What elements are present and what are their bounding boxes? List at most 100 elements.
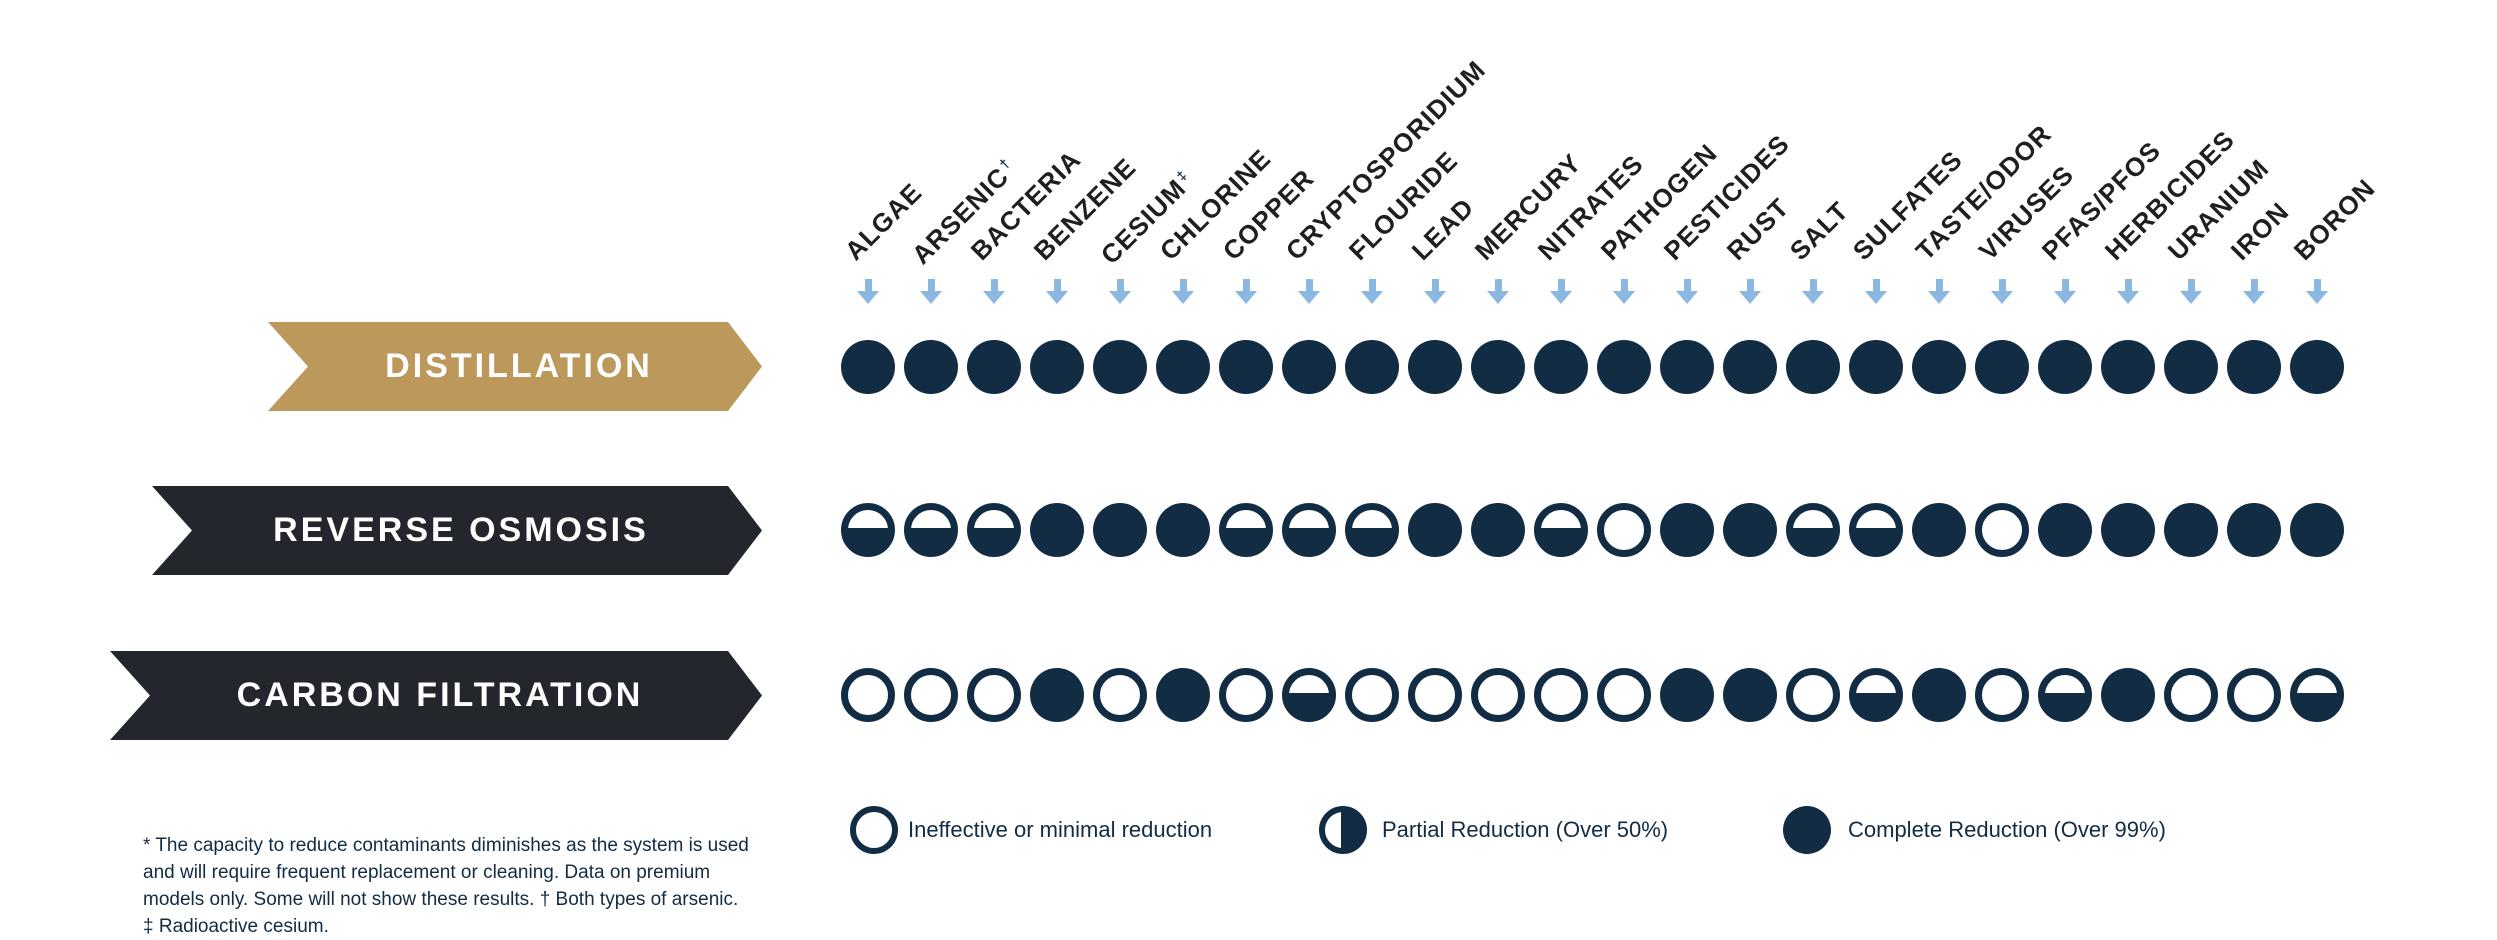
status-circle-full (1030, 340, 1084, 394)
status-circle-half (1282, 668, 1336, 722)
status-circle-full (1912, 503, 1966, 557)
status-circle-full (841, 340, 895, 394)
arrow-head (1739, 291, 1761, 304)
arrow-stem (1620, 279, 1628, 291)
arrow-stem (1494, 279, 1502, 291)
arrow-stem (927, 279, 935, 291)
status-circle-half (967, 503, 1021, 557)
arrow-stem (1368, 279, 1376, 291)
status-circle-full (1723, 340, 1777, 394)
down-arrow-icon (1045, 279, 1069, 304)
status-circle-full (1156, 340, 1210, 394)
column-label-boron: BORON (2288, 173, 2381, 266)
row-banner-reverse-osmosis: REVERSE OSMOSIS (152, 486, 762, 575)
status-circle-full (1030, 668, 1084, 722)
down-arrow-icon (1108, 279, 1132, 304)
footnotes: * The capacity to reduce contaminants di… (143, 832, 749, 940)
status-circle-full (2101, 668, 2155, 722)
status-circle-full (1471, 503, 1525, 557)
status-circle-full (1156, 503, 1210, 557)
column-label-salt: SALT (1784, 195, 1855, 266)
status-circle-full (1786, 340, 1840, 394)
legend-empty-circle-icon (850, 806, 898, 854)
status-circle-full (1597, 340, 1651, 394)
arrow-head (1487, 291, 1509, 304)
status-circle-full (2164, 340, 2218, 394)
legend-full-circle-icon (1783, 806, 1831, 854)
status-circle-empty (1597, 668, 1651, 722)
status-circle-full (1912, 340, 1966, 394)
arrow-head (1928, 291, 1950, 304)
status-circle-full (2290, 503, 2344, 557)
status-circle-empty (904, 668, 958, 722)
arrow-stem (1872, 279, 1880, 291)
arrow-stem (1053, 279, 1061, 291)
arrow-head (2306, 291, 2328, 304)
status-circle-full (1282, 340, 1336, 394)
arrow-stem (2187, 279, 2195, 291)
status-circle-empty (1975, 503, 2029, 557)
status-circle-empty (1408, 668, 1462, 722)
status-circle-full (1093, 503, 1147, 557)
arrow-head (1361, 291, 1383, 304)
footnote-line: models only. Some will not show these re… (143, 889, 739, 910)
down-arrow-icon (2053, 279, 2077, 304)
status-circle-empty (1345, 668, 1399, 722)
status-circle-half (1786, 503, 1840, 557)
status-circle-half (1849, 668, 1903, 722)
status-circle-empty (2227, 668, 2281, 722)
down-arrow-icon (1612, 279, 1636, 304)
down-arrow-icon (1801, 279, 1825, 304)
down-arrow-icon (919, 279, 943, 304)
arrow-stem (1431, 279, 1439, 291)
down-arrow-icon (1171, 279, 1195, 304)
arrow-head (2180, 291, 2202, 304)
down-arrow-icon (1486, 279, 1510, 304)
status-circle-empty (1975, 668, 2029, 722)
arrow-head (2117, 291, 2139, 304)
down-arrow-icon (1675, 279, 1699, 304)
arrow-stem (1935, 279, 1943, 291)
arrow-stem (2061, 279, 2069, 291)
down-arrow-icon (1549, 279, 1573, 304)
arrow-head (1550, 291, 1572, 304)
arrow-stem (1683, 279, 1691, 291)
arrow-head (1298, 291, 1320, 304)
arrow-head (1613, 291, 1635, 304)
status-circle-half (1534, 503, 1588, 557)
status-circle-half (2038, 668, 2092, 722)
down-arrow-icon (856, 279, 880, 304)
arrow-stem (2313, 279, 2321, 291)
status-circle-full (1723, 668, 1777, 722)
arrow-stem (1746, 279, 1754, 291)
status-circle-full (2290, 340, 2344, 394)
arrow-head (1676, 291, 1698, 304)
arrow-head (1991, 291, 2013, 304)
arrow-stem (864, 279, 872, 291)
status-circle-empty (967, 668, 1021, 722)
arrow-stem (1305, 279, 1313, 291)
arrow-stem (1998, 279, 2006, 291)
status-circle-full (1408, 340, 1462, 394)
status-circle-empty (841, 668, 895, 722)
arrow-stem (1809, 279, 1817, 291)
status-circle-full (1975, 340, 2029, 394)
status-circle-full (2164, 503, 2218, 557)
row-banner-carbon-filtration: CARBON FILTRATION (110, 651, 762, 740)
status-circle-full (2101, 503, 2155, 557)
down-arrow-icon (2305, 279, 2329, 304)
status-circle-full (1660, 668, 1714, 722)
status-circle-full (2038, 503, 2092, 557)
legend-label-full: Complete Reduction (Over 99%) (1848, 817, 2166, 842)
footnote-line: * The capacity to reduce contaminants di… (143, 835, 749, 856)
status-circle-full (2038, 340, 2092, 394)
status-circle-half (904, 503, 958, 557)
status-circle-full (904, 340, 958, 394)
down-arrow-icon (2242, 279, 2266, 304)
row-banner-label: REVERSE OSMOSIS (273, 511, 649, 549)
status-circle-full (1471, 340, 1525, 394)
status-circle-half (1282, 503, 1336, 557)
status-circle-full (1219, 340, 1273, 394)
arrow-head (1424, 291, 1446, 304)
status-circle-full (1408, 503, 1462, 557)
